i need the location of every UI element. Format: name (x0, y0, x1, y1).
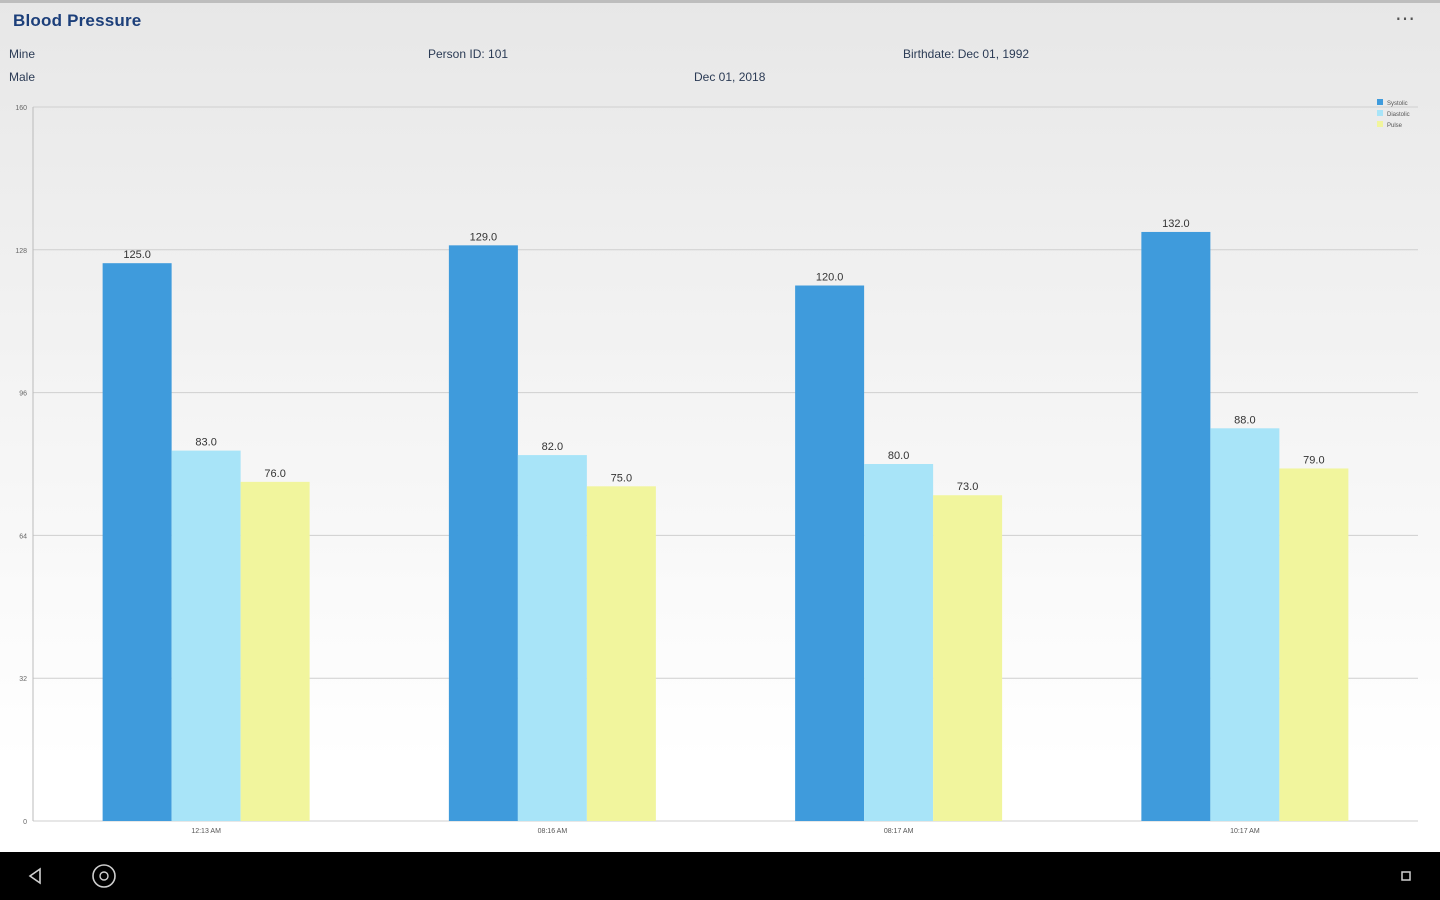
patient-gender: Male (9, 70, 36, 84)
more-options-button[interactable]: ⋯ (1390, 8, 1420, 34)
bar-value-label: 129.0 (470, 231, 498, 243)
legend-label: Systolic (1387, 101, 1408, 107)
blood-pressure-bar-chart: 0 32 64 96 128 160 125.0 83.0 76.0 12:13 AM 129.0 8… (15, 99, 1418, 835)
bar-value-label: 82.0 (542, 441, 563, 453)
record-date: Dec 01, 2018 (694, 70, 766, 84)
y-tick-label: 96 (19, 391, 27, 398)
home-circle-icon[interactable] (90, 862, 118, 890)
y-tick-label: 128 (15, 248, 27, 255)
person-id: Person ID: 101 (428, 47, 509, 61)
x-tick-label: 10:17 AM (1230, 828, 1260, 835)
bar-value-label: 132.0 (1162, 218, 1190, 230)
patient-name: Mine (9, 47, 36, 61)
y-tick-label: 32 (19, 676, 27, 683)
legend-swatch-pulse (1377, 121, 1383, 127)
back-triangle-icon[interactable] (26, 866, 44, 886)
x-tick-label: 08:17 AM (884, 828, 914, 835)
x-tick-label: 08:16 AM (538, 828, 568, 835)
bar-diastolic (1210, 428, 1280, 821)
bar-value-label: 80.0 (888, 450, 909, 462)
recents-square-icon[interactable] (1398, 868, 1414, 884)
bar-diastolic (171, 450, 241, 821)
bar-value-label: 76.0 (264, 468, 285, 480)
x-tick-label: 12:13 AM (191, 828, 221, 835)
bar-value-label: 120.0 (816, 272, 844, 284)
bar-value-label: 83.0 (195, 437, 216, 449)
y-tick-label: 64 (19, 533, 27, 540)
bar-value-label: 75.0 (611, 472, 632, 484)
top-divider (0, 0, 1440, 3)
system-navigation-bar (0, 852, 1440, 900)
bar-pulse (1279, 468, 1349, 821)
legend-label: Diastolic (1387, 112, 1410, 118)
bar-pulse (586, 486, 656, 821)
more-dots-icon: ⋯ (1395, 8, 1415, 30)
bar-value-label: 125.0 (123, 249, 151, 261)
legend-swatch-diastolic (1377, 110, 1383, 116)
bar-systolic (795, 285, 865, 821)
bar-diastolic (517, 455, 587, 821)
bar-systolic (102, 263, 172, 821)
bar-diastolic (864, 464, 934, 821)
bar-pulse (240, 481, 310, 821)
y-tick-label: 160 (15, 105, 27, 112)
bar-pulse (933, 495, 1003, 821)
birthdate: Birthdate: Dec 01, 1992 (903, 47, 1030, 61)
bar-value-label: 73.0 (957, 481, 978, 493)
app-title: Blood Pressure (13, 11, 142, 30)
bar-value-label: 79.0 (1303, 454, 1324, 466)
legend-swatch-systolic (1377, 99, 1383, 105)
bar-systolic (1141, 231, 1211, 821)
legend-label: Pulse (1387, 123, 1403, 129)
bar-systolic (448, 245, 518, 821)
y-tick-label: 0 (23, 819, 27, 826)
bar-value-label: 88.0 (1234, 414, 1255, 426)
